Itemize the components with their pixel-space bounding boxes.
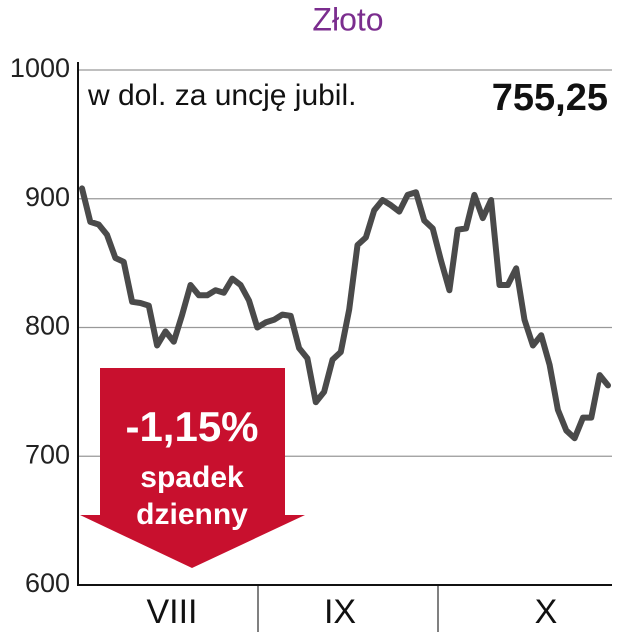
- badge: -1,15% spadek dzienny: [80, 368, 305, 568]
- month-label: VIII: [146, 593, 197, 631]
- price-line: [79, 185, 611, 442]
- y-tick-label: 800: [25, 311, 70, 341]
- y-tick-label: 700: [25, 439, 70, 469]
- badge-change: -1,15%: [125, 403, 258, 450]
- y-tick-label: 1000: [10, 53, 70, 83]
- month-label: IX: [324, 593, 356, 631]
- series: [79, 185, 611, 442]
- y-tick-label: 600: [25, 568, 70, 598]
- chart-subtitle: w dol. za uncję jubil.: [87, 79, 356, 112]
- last-value: 755,25: [492, 77, 608, 119]
- month-label: X: [535, 593, 558, 631]
- badge-arrow: [80, 368, 305, 568]
- chart-title: Złoto: [312, 1, 383, 37]
- badge-text: spadek: [140, 461, 244, 494]
- y-tick-label: 900: [25, 182, 70, 212]
- badge-text: dzienny: [136, 498, 248, 531]
